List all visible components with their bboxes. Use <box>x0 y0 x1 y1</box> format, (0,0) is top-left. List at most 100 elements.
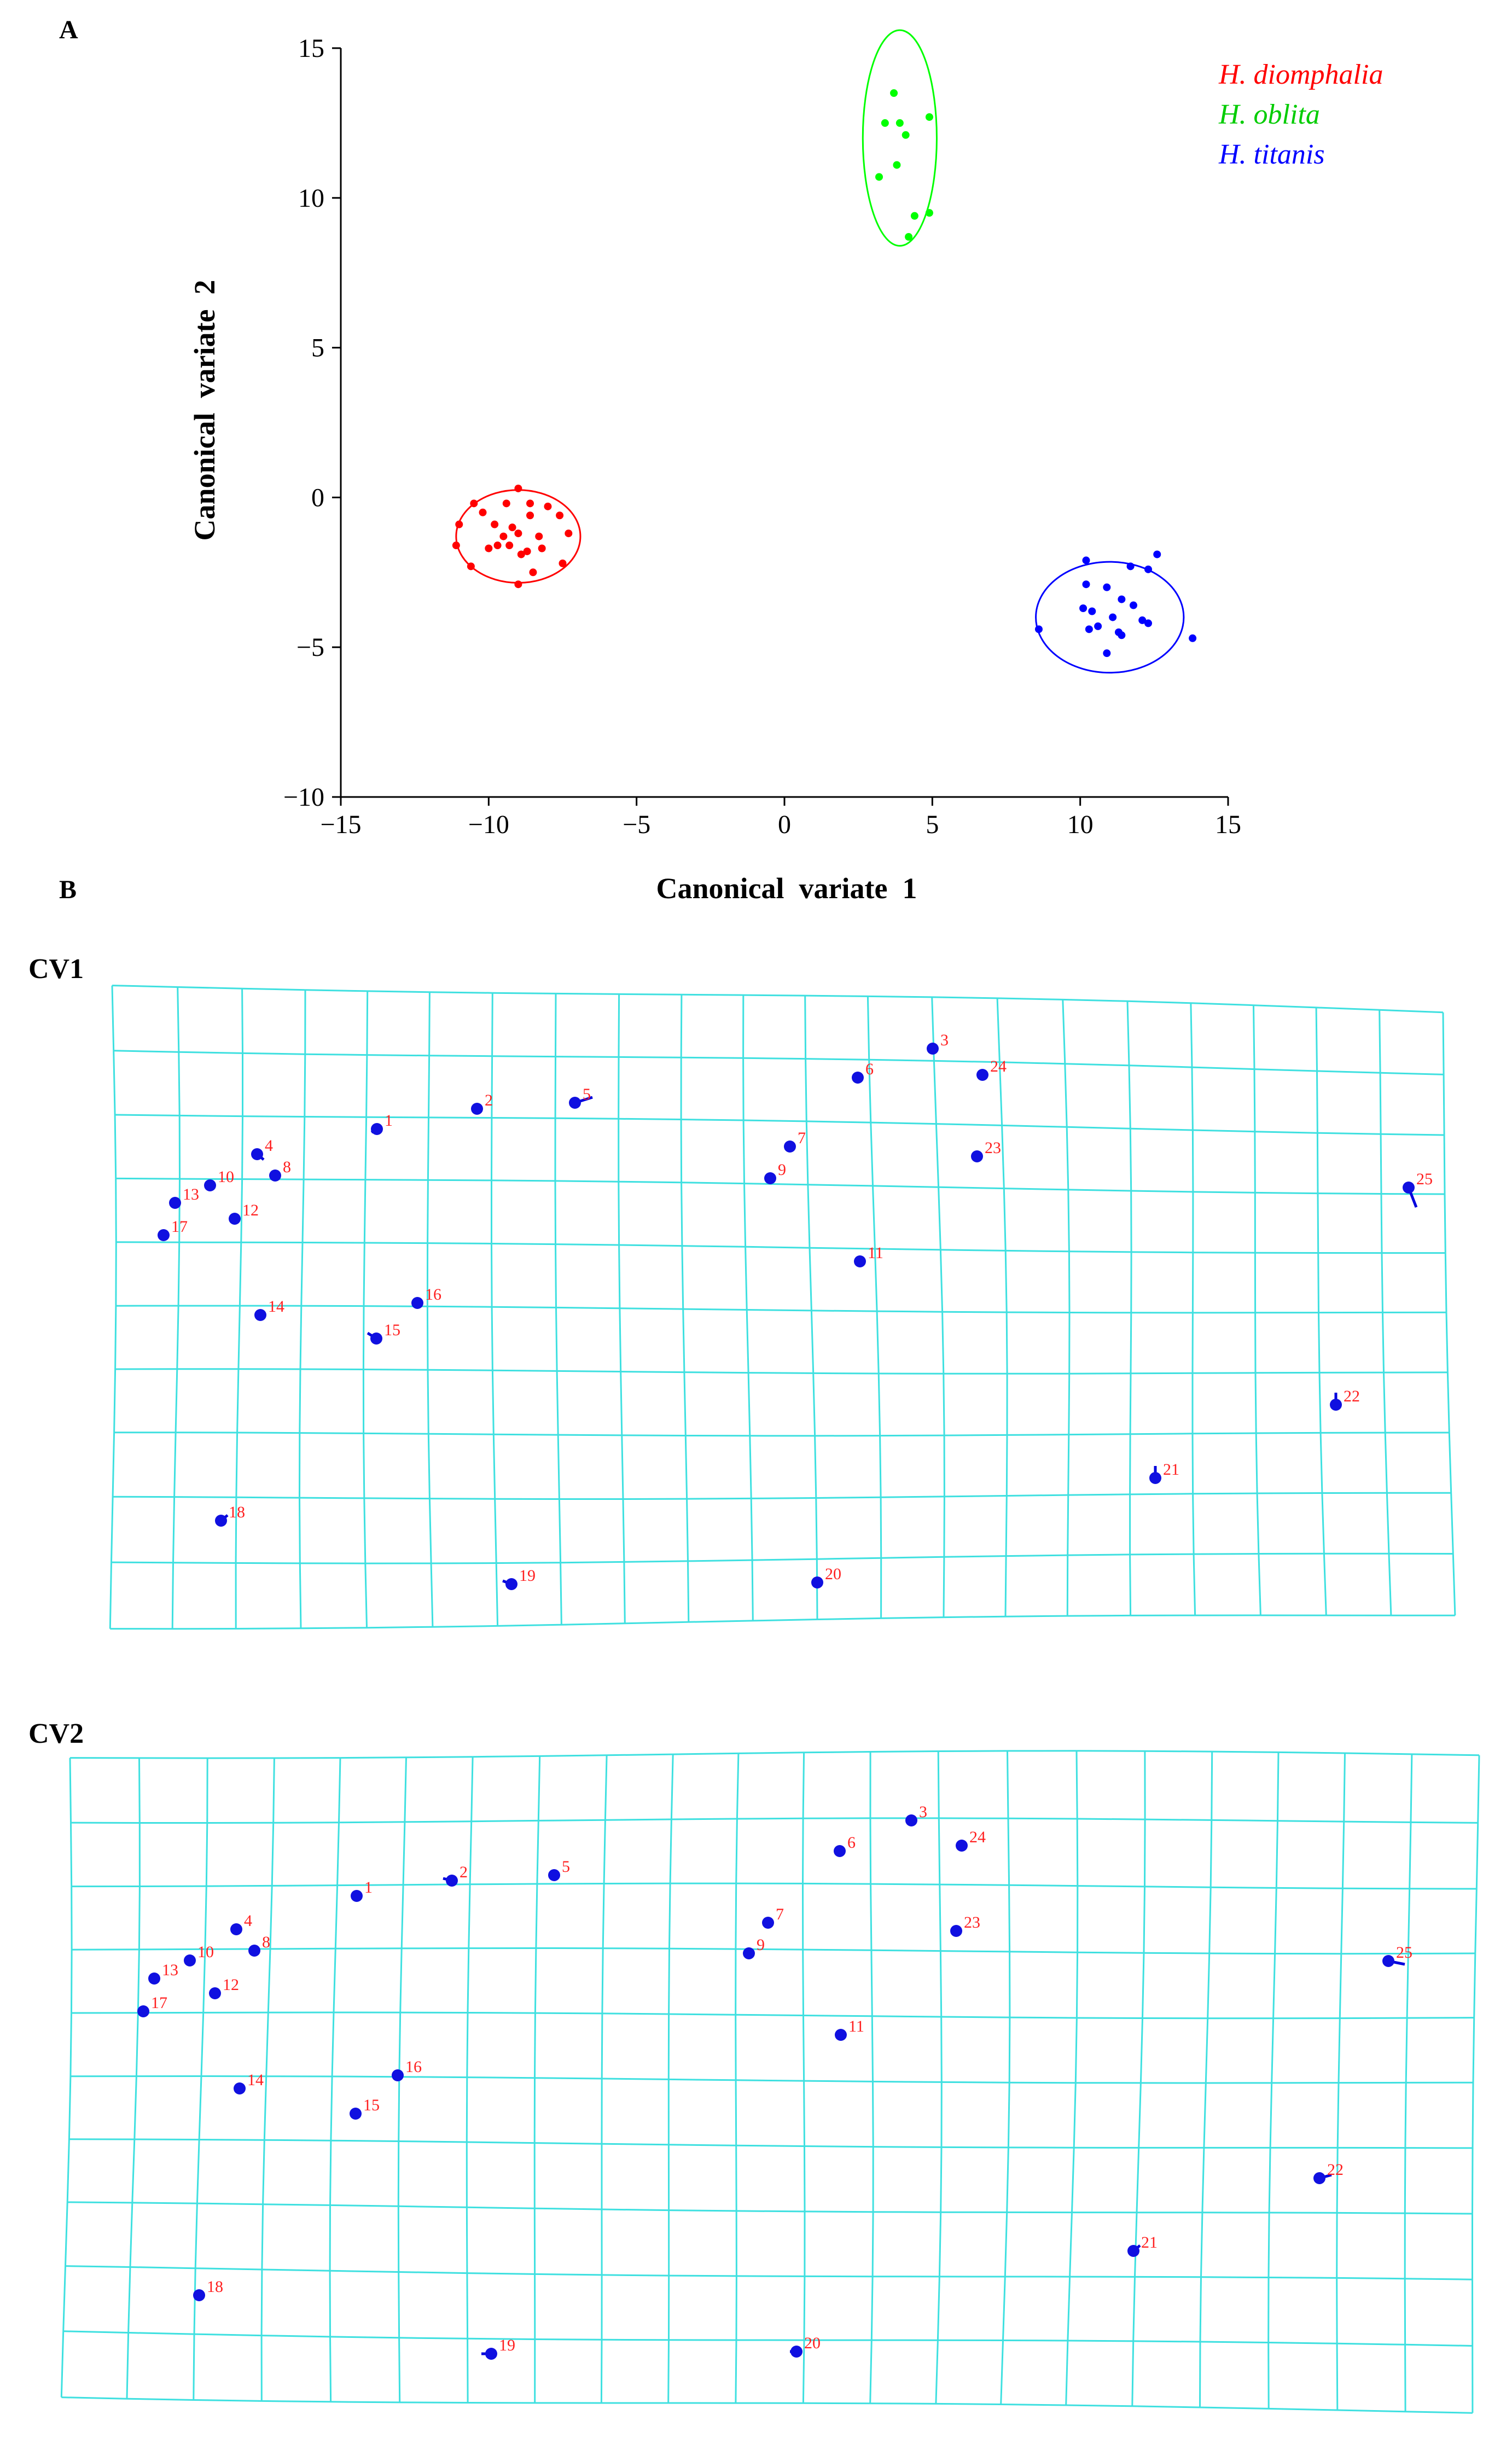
data-point <box>493 542 502 550</box>
landmark-label: 12 <box>242 1201 259 1219</box>
landmark-label: 25 <box>1416 1170 1433 1188</box>
legend: H. diomphalia H. oblita H. titanis <box>1218 59 1383 170</box>
grid-row-line <box>70 2075 1474 2084</box>
landmark-label: 19 <box>499 2336 515 2354</box>
landmark-point <box>350 2108 362 2120</box>
landmark-label: 24 <box>990 1057 1007 1075</box>
landmark-point <box>956 1840 968 1852</box>
grid-row-line <box>61 2396 1473 2414</box>
data-point <box>1144 565 1153 573</box>
point-layer <box>452 89 1197 657</box>
grid-row-line <box>69 1750 1480 1759</box>
landmark-label: 6 <box>847 1834 856 1852</box>
landmark-point <box>1313 2172 1325 2184</box>
landmark-label: 3 <box>940 1031 949 1049</box>
landmark-label: 2 <box>460 1863 468 1881</box>
grid-col-line <box>1126 1001 1132 1616</box>
data-point <box>1144 619 1153 627</box>
data-point <box>526 511 534 520</box>
data-point <box>895 119 904 127</box>
landmark-label: 12 <box>223 1976 239 1994</box>
landmark-point <box>569 1097 581 1109</box>
landmark-label: 17 <box>151 1994 167 2012</box>
grid-col-line <box>869 1752 874 2404</box>
legend-entry-oblita: H. oblita <box>1218 99 1320 130</box>
landmark-point <box>471 1103 483 1115</box>
landmark-label: 17 <box>171 1218 188 1236</box>
landmark-label: 19 <box>519 1567 536 1585</box>
grid-col-line <box>1404 1754 1413 2412</box>
panel-a-label: A <box>59 15 78 44</box>
landmark-label: 9 <box>778 1161 786 1179</box>
data-point <box>565 530 573 538</box>
grid-col-line <box>1131 1751 1146 2406</box>
landmark-point <box>790 2346 802 2358</box>
grid-row-line <box>115 1114 1445 1136</box>
grid-col-line <box>680 994 690 1622</box>
landmark-point <box>950 1925 962 1937</box>
landmark-point <box>392 2069 404 2081</box>
data-point <box>479 508 487 516</box>
grid-col-line <box>600 1755 608 2404</box>
landmark-label: 11 <box>848 2017 864 2035</box>
data-point <box>455 520 463 528</box>
landmark-point <box>505 1578 517 1590</box>
landmark-label: 23 <box>964 1913 980 1931</box>
grid-col-line <box>329 1758 341 2402</box>
grid-col-line <box>554 993 562 1625</box>
grid-col-line <box>491 993 499 1626</box>
y-tick-label: 10 <box>298 184 324 213</box>
landmark-label: 18 <box>229 1503 245 1521</box>
confidence-ellipse-2 <box>1035 561 1185 674</box>
grid-col-line <box>618 994 626 1624</box>
data-point <box>556 511 564 520</box>
y-axis-title: Canonical variate 2 <box>188 280 221 541</box>
grid-row-line <box>63 2330 1473 2347</box>
grid-col-line <box>235 988 243 1629</box>
landmark-label: 7 <box>776 1905 784 1923</box>
landmark-point <box>927 1043 939 1055</box>
grid-row-line <box>71 1882 1477 1890</box>
cv1-title: CV1 <box>28 953 84 985</box>
y-tick-label: 5 <box>311 334 324 363</box>
landmark-point <box>835 2029 847 2041</box>
legend-entry-diomphalia: H. diomphalia <box>1218 59 1383 90</box>
data-point <box>514 580 522 589</box>
grid-col-line <box>931 997 945 1617</box>
data-point <box>1088 607 1096 615</box>
data-point <box>1189 634 1197 642</box>
landmark-point <box>976 1069 988 1081</box>
x-tick-label: 0 <box>778 810 791 839</box>
y-tick-label: 0 <box>311 483 324 512</box>
x-tick-label: 10 <box>1067 810 1094 839</box>
data-point <box>1034 625 1043 633</box>
grid-col-line <box>466 1756 474 2403</box>
grid-col-line <box>1253 1005 1261 1616</box>
grid-col-line <box>1315 1007 1327 1616</box>
data-point <box>890 89 898 97</box>
data-point <box>1103 583 1111 591</box>
data-point <box>538 544 546 552</box>
data-point <box>1079 604 1088 613</box>
landmark-label: 10 <box>218 1168 234 1186</box>
data-point <box>905 232 913 241</box>
data-point <box>893 161 901 169</box>
grid-row-line <box>115 1177 1445 1195</box>
landmark-label: 1 <box>364 1878 373 1896</box>
data-point <box>535 532 543 540</box>
landmark-label: 1 <box>385 1112 393 1130</box>
data-point <box>1109 613 1117 621</box>
x-tick-label: −5 <box>623 810 650 839</box>
landmark-label: 8 <box>283 1158 291 1176</box>
landmark-point <box>784 1141 796 1153</box>
grid-row-line <box>111 1552 1453 1564</box>
x-tick-label: −10 <box>468 810 509 839</box>
landmark-point <box>254 1309 266 1321</box>
data-point <box>902 131 910 139</box>
landmark-point <box>137 2005 149 2017</box>
data-point <box>925 209 933 217</box>
grid-col-line <box>426 992 434 1627</box>
landmark-point <box>485 2348 497 2360</box>
data-point <box>1118 631 1126 639</box>
